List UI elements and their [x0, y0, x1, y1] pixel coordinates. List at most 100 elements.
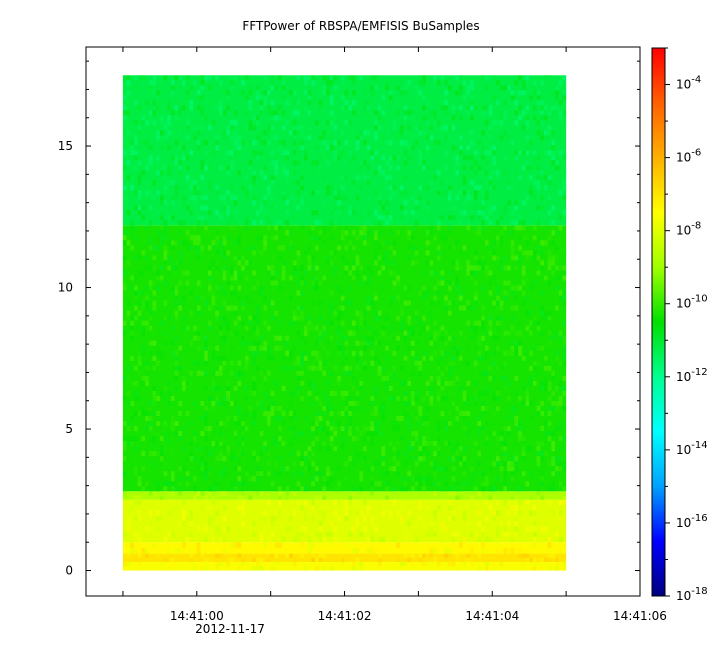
heatmap-cell — [558, 400, 563, 406]
heatmap-cell — [266, 325, 271, 331]
heatmap-cell — [141, 305, 146, 311]
heatmap-cell — [521, 125, 526, 131]
heatmap-cell — [451, 456, 456, 462]
heatmap-cell — [436, 380, 441, 386]
heatmap-cell — [274, 220, 279, 226]
heatmap-cell — [333, 446, 338, 452]
heatmap-cell — [547, 255, 552, 261]
heatmap-cell — [185, 481, 190, 487]
heatmap-cell — [359, 431, 363, 437]
heatmap-cell — [351, 350, 356, 356]
heatmap-cell — [466, 110, 471, 116]
heatmap-cell — [178, 521, 183, 527]
heatmap-cell — [134, 185, 138, 191]
heatmap-cell — [470, 140, 474, 146]
heatmap-cell — [207, 491, 212, 496]
heatmap-cell — [510, 315, 515, 321]
heatmap-cell — [326, 515, 330, 522]
heatmap-cell — [174, 340, 179, 346]
heatmap-cell — [396, 471, 400, 477]
heatmap-cell — [473, 230, 478, 236]
heatmap-cell — [488, 456, 493, 462]
heatmap-cell — [274, 335, 279, 341]
heatmap-cell — [558, 421, 563, 427]
heatmap-cell — [333, 225, 338, 231]
heatmap-cell — [385, 100, 389, 106]
heatmap-cell — [278, 300, 282, 306]
heatmap-cell — [237, 495, 242, 500]
heatmap-cell — [126, 521, 131, 527]
heatmap-cell — [134, 380, 138, 386]
heatmap-cell — [303, 135, 308, 141]
heatmap-cell — [425, 290, 430, 296]
heatmap-cell — [230, 75, 234, 81]
heatmap-cell — [174, 185, 179, 191]
heatmap-cell — [418, 330, 423, 336]
heatmap-cell — [348, 240, 352, 246]
heatmap-cell — [307, 95, 312, 101]
heatmap-cell — [433, 471, 437, 477]
heatmap-cell — [510, 350, 515, 356]
heatmap-cell — [326, 315, 330, 321]
heatmap-cell — [529, 365, 533, 371]
heatmap-cell — [156, 270, 160, 276]
heatmap-cell — [303, 466, 308, 472]
heatmap-cell — [218, 385, 223, 391]
heatmap-cell — [318, 536, 323, 543]
heatmap-cell — [366, 295, 371, 301]
heatmap-cell — [134, 225, 138, 231]
heatmap-cell — [255, 195, 260, 201]
heatmap-cell — [414, 476, 419, 482]
heatmap-cell — [392, 295, 397, 301]
heatmap-cell — [248, 390, 253, 396]
heatmap-cell — [182, 385, 186, 391]
heatmap-cell — [178, 260, 183, 266]
heatmap-cell — [392, 446, 397, 452]
heatmap-cell — [425, 115, 430, 121]
heatmap-cell — [303, 350, 308, 356]
heatmap-cell — [252, 531, 256, 537]
heatmap-cell — [311, 451, 315, 457]
heatmap-cell — [525, 499, 530, 506]
heatmap-cell — [263, 210, 267, 216]
heatmap-cell — [152, 451, 157, 457]
heatmap-cell — [248, 120, 253, 126]
heatmap-cell — [318, 270, 323, 276]
heatmap-cell — [307, 320, 312, 326]
heatmap-cell — [551, 110, 556, 116]
heatmap-cell — [266, 557, 271, 563]
heatmap-cell — [518, 431, 522, 437]
heatmap-cell — [363, 105, 367, 111]
heatmap-cell — [148, 436, 153, 442]
heatmap-cell — [466, 145, 471, 151]
heatmap-cell — [425, 510, 430, 516]
heatmap-cell — [407, 466, 412, 472]
heatmap-cell — [237, 380, 242, 386]
heatmap-cell — [237, 255, 242, 261]
heatmap-cell — [555, 245, 559, 251]
heatmap-cell — [266, 185, 271, 191]
heatmap-cell — [473, 531, 478, 537]
heatmap-cell — [459, 456, 463, 462]
heatmap-cell — [300, 486, 304, 492]
heatmap-cell — [163, 421, 168, 427]
heatmap-cell — [230, 330, 234, 336]
heatmap-cell — [499, 305, 504, 311]
heatmap-cell — [532, 521, 537, 527]
heatmap-cell — [222, 505, 227, 511]
heatmap-cell — [481, 526, 485, 532]
heatmap-cell — [488, 365, 493, 371]
heatmap-cell — [481, 145, 485, 151]
heatmap-cell — [370, 210, 375, 216]
heatmap-cell — [318, 140, 323, 146]
heatmap-cell — [547, 130, 552, 136]
heatmap-cell — [178, 466, 183, 472]
heatmap-cell — [507, 340, 511, 346]
heatmap-cell — [289, 515, 293, 522]
heatmap-cell — [558, 461, 563, 467]
heatmap-cell — [134, 390, 138, 396]
heatmap-cell — [248, 220, 253, 226]
heatmap-cell — [536, 491, 541, 496]
heatmap-cell — [130, 245, 135, 251]
heatmap-cell — [543, 451, 548, 457]
